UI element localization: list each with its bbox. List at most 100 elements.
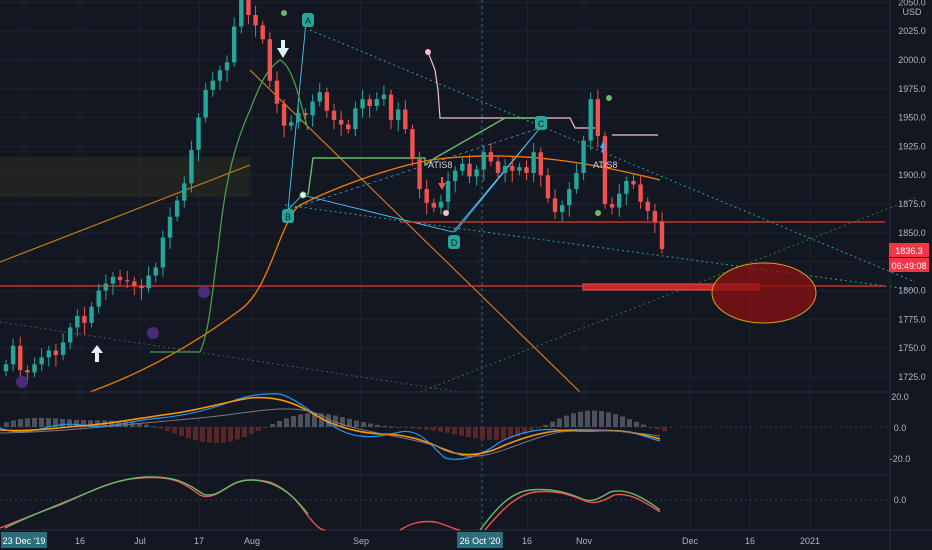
candle-body[interactable]: [103, 283, 109, 291]
candle-body[interactable]: [3, 364, 9, 372]
candle-body[interactable]: [403, 109, 408, 130]
candle-body[interactable]: [39, 357, 44, 365]
candle-body[interactable]: [481, 152, 486, 170]
candle-body[interactable]: [338, 119, 344, 125]
candle-body[interactable]: [267, 39, 273, 81]
candle-body[interactable]: [431, 202, 437, 208]
time-axis[interactable]: 23 Dec '19 16 Jul 17 Aug Sep 26 Oct '20 16 Nov De…: [1, 532, 820, 548]
candle-body[interactable]: [153, 267, 158, 276]
candle-body[interactable]: [281, 103, 287, 126]
candle-body[interactable]: [381, 94, 387, 100]
candle-body[interactable]: [395, 109, 401, 120]
candle-body[interactable]: [317, 92, 322, 102]
candle-body[interactable]: [460, 163, 465, 171]
candle-body[interactable]: [25, 370, 30, 373]
candle-body[interactable]: [410, 129, 415, 160]
candle-body[interactable]: [360, 99, 365, 109]
candle-body[interactable]: [203, 89, 208, 118]
candle-body[interactable]: [167, 216, 173, 238]
candle-body[interactable]: [595, 99, 601, 137]
candle-body[interactable]: [374, 99, 379, 107]
candle-body[interactable]: [638, 184, 643, 202]
candle-body[interactable]: [46, 350, 51, 358]
candle-body[interactable]: [588, 99, 593, 141]
candle-body[interactable]: [274, 80, 280, 104]
candle-body[interactable]: [224, 62, 230, 71]
candle-body[interactable]: [467, 163, 472, 177]
candle-body[interactable]: [567, 189, 572, 206]
candle-body[interactable]: [538, 152, 543, 176]
candle-body[interactable]: [545, 175, 551, 199]
harmonic-pattern[interactable]: [287, 21, 541, 233]
candle-body[interactable]: [624, 181, 629, 194]
candle-body[interactable]: [82, 315, 87, 323]
candle-body[interactable]: [75, 315, 80, 328]
candle-body[interactable]: [146, 275, 151, 289]
candle-body[interactable]: [117, 276, 123, 281]
candle-body[interactable]: [424, 189, 429, 203]
candle-body[interactable]: [310, 101, 315, 116]
candle-body[interactable]: [353, 108, 358, 130]
candle-body[interactable]: [517, 167, 522, 171]
candle-body[interactable]: [617, 193, 622, 208]
candle-body[interactable]: [510, 166, 515, 171]
oscillator-pane-2[interactable]: [0, 476, 890, 531]
candle-body[interactable]: [581, 140, 586, 173]
candle-body[interactable]: [18, 345, 23, 371]
candle-body[interactable]: [260, 25, 265, 40]
candle-body[interactable]: [495, 161, 501, 173]
candle-body[interactable]: [53, 350, 59, 356]
candle-body[interactable]: [210, 80, 215, 90]
candle-body[interactable]: [289, 122, 294, 126]
candle-body[interactable]: [331, 110, 337, 120]
candle-body[interactable]: [196, 117, 201, 150]
candle-body[interactable]: [132, 281, 137, 286]
candle-body[interactable]: [631, 181, 636, 185]
candle-body[interactable]: [609, 204, 615, 208]
candle-body[interactable]: [488, 152, 494, 162]
candle-body[interactable]: [10, 345, 16, 365]
trendline-teal-upper[interactable]: [309, 29, 916, 283]
candle-body[interactable]: [502, 166, 508, 173]
candle-body[interactable]: [246, 0, 251, 15]
candle-body[interactable]: [89, 306, 94, 323]
candle-body[interactable]: [60, 342, 66, 356]
candle-body[interactable]: [231, 26, 237, 63]
candle-body[interactable]: [217, 70, 223, 81]
candle-body[interactable]: [645, 201, 650, 211]
candle-body[interactable]: [652, 210, 658, 222]
candle-body[interactable]: [602, 136, 608, 205]
candle-body[interactable]: [552, 198, 558, 213]
candle-body[interactable]: [160, 237, 166, 268]
candle-body[interactable]: [367, 99, 372, 107]
candle-body[interactable]: [110, 276, 116, 284]
price-axis[interactable]: USD 2050.0 2025.0 2000.0 1975.0 1950.0 1925.0…: [898, 0, 926, 382]
candle-body[interactable]: [445, 181, 451, 202]
trendline-orange[interactable]: [0, 164, 251, 263]
candle-body[interactable]: [417, 159, 422, 190]
trendline-green[interactable]: [419, 197, 916, 393]
candle-body[interactable]: [659, 221, 665, 250]
candle-body[interactable]: [239, 0, 244, 27]
candle-body[interactable]: [346, 124, 351, 130]
candle-body[interactable]: [303, 112, 308, 116]
candle-body[interactable]: [182, 183, 187, 201]
highlight-ellipse[interactable]: [711, 262, 817, 324]
candle-body[interactable]: [174, 200, 180, 217]
candle-body[interactable]: [574, 172, 579, 190]
candle-body[interactable]: [96, 290, 101, 307]
candle-body[interactable]: [253, 14, 258, 26]
candle-body[interactable]: [189, 149, 194, 184]
candle-body[interactable]: [139, 285, 144, 289]
candle-body[interactable]: [296, 112, 301, 123]
candle-body[interactable]: [474, 169, 479, 177]
oscillator-pane-1[interactable]: [0, 393, 890, 460]
candle-body[interactable]: [524, 167, 529, 173]
candle-body[interactable]: [388, 94, 394, 120]
candle-body[interactable]: [559, 205, 565, 213]
candle-body[interactable]: [67, 327, 73, 343]
candles[interactable]: [3, 0, 665, 384]
candle-body[interactable]: [32, 364, 37, 373]
candle-body[interactable]: [324, 92, 330, 111]
